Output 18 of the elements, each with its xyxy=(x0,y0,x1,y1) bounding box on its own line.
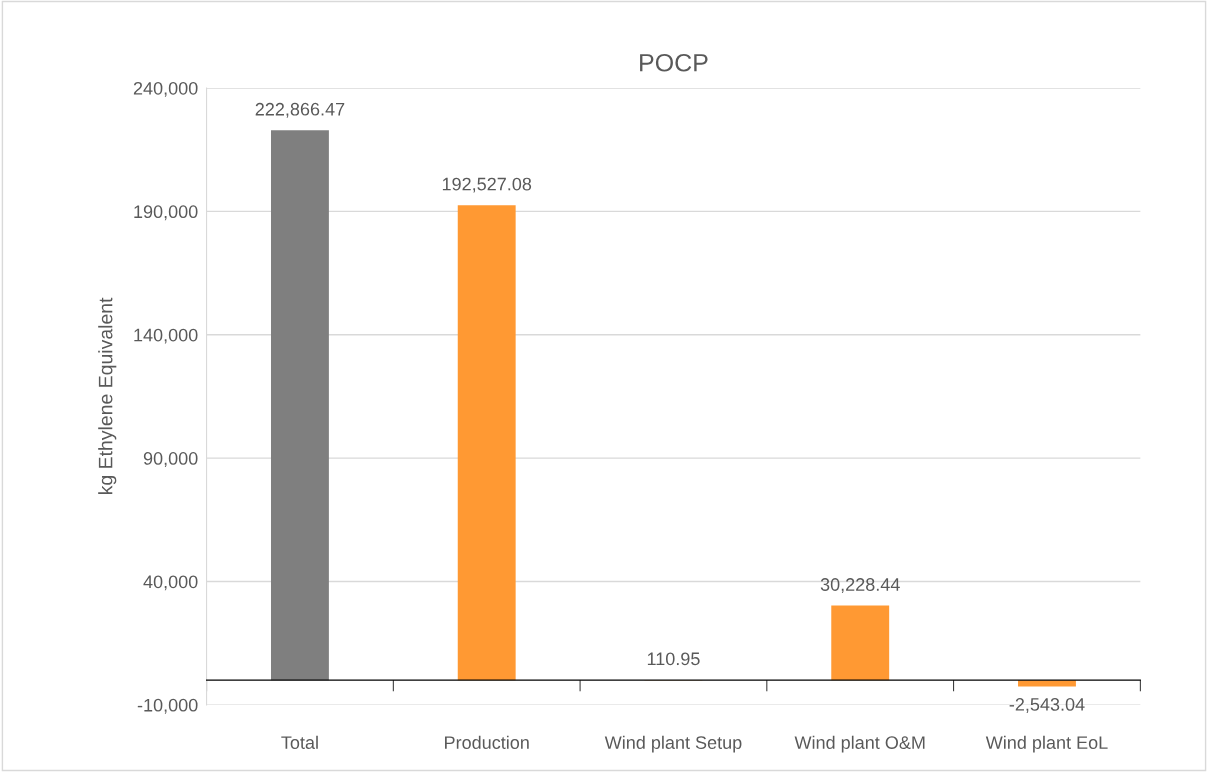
data-label: 222,866.47 xyxy=(255,102,345,118)
x-tick-label: Wind plant Setup xyxy=(604,735,742,753)
x-tick-label: Wind plant EoL xyxy=(985,735,1108,753)
y-tick-label: -10,000 xyxy=(137,698,198,714)
x-tick-label: Production xyxy=(445,735,529,749)
data-label: 192,527.08 xyxy=(442,177,532,193)
y-tick-label: 140,000 xyxy=(134,328,198,344)
y-tick-label: 240,000 xyxy=(133,81,198,97)
y-tick-label: 190,000 xyxy=(134,205,198,221)
data-label: 110.95 xyxy=(647,652,700,666)
y-tick-label: 90,000 xyxy=(143,452,198,467)
y-tick-label: 40,000 xyxy=(143,575,198,591)
data-label: 30,228.44 xyxy=(820,578,900,594)
x-tick-label: Wind plant O&M xyxy=(794,735,925,753)
y-axis-title: kg Ethylene Equivalent xyxy=(98,297,117,495)
chart-title: POCP xyxy=(640,53,708,72)
data-label: -2,543.04 xyxy=(1009,698,1085,713)
x-tick-label: Total xyxy=(281,735,318,749)
